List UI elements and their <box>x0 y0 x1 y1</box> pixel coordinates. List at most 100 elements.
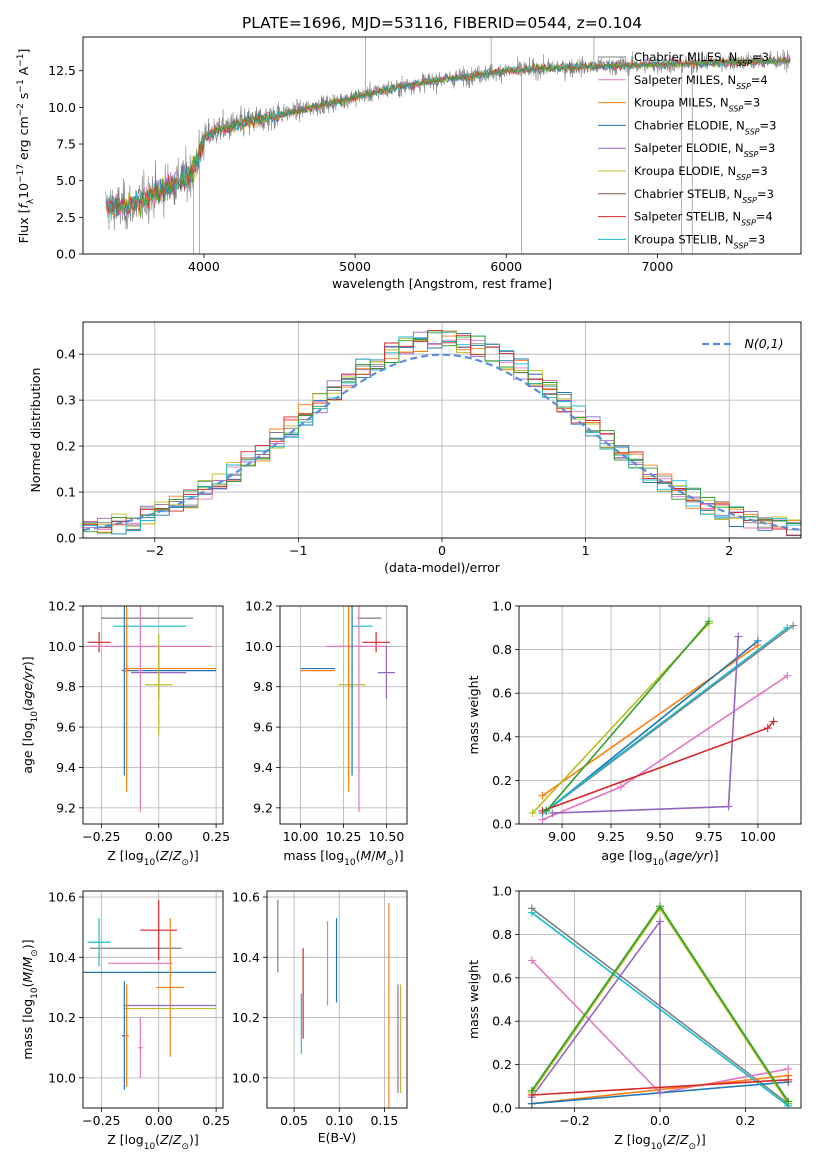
age-vs-mass-ytick-label: 9.6 <box>253 720 273 735</box>
mass-weight-vs-metallicity-ytick-label: 1.0 <box>492 884 512 899</box>
mass-vs-metallicity-xtick-label: 0.25 <box>202 1113 230 1128</box>
data-point <box>302 992 304 995</box>
mass-vs-extinction-plot-area <box>277 900 402 1108</box>
mass-vs-extinction-ytick-label: 10.0 <box>232 1070 260 1085</box>
y-axis-label: mass weight <box>466 675 481 754</box>
mass-weight-series <box>545 620 710 812</box>
data-point <box>126 669 128 672</box>
age-vs-mass-ytick-label: 9.8 <box>253 679 273 694</box>
mass-vs-extinction-panel: 0.05 0.10 0.15 10.0 10.2 10.4 10.6 E(B-V) <box>232 890 408 1145</box>
normal-reference-curve <box>83 353 801 531</box>
data-point <box>135 947 137 949</box>
age-vs-mass-ytick-label: 10.2 <box>245 599 273 614</box>
mass-weight-vs-metallicity-xtick-label: 0.2 <box>736 1113 756 1128</box>
legend-entry: Chabrier STELIB, NSSP=3 <box>634 187 774 205</box>
mass-weight-marker <box>783 671 792 680</box>
mass-vs-extinction-ytick-label: 10.2 <box>232 1010 260 1025</box>
x-axis-label: (data-model)/error <box>384 560 501 575</box>
mass-weight-vs-age-ytick-label: 0.0 <box>492 817 512 832</box>
model-spectrum-line <box>108 57 791 219</box>
data-point <box>375 641 377 643</box>
age-vs-metallicity-ytick-label: 10.0 <box>48 639 76 654</box>
data-point <box>169 669 171 672</box>
spectrum-title: PLATE=1696, MJD=53116, FIBERID=0544, z=0… <box>242 14 642 32</box>
legend-entry: Kroupa MILES, NSSP=3 <box>634 96 760 114</box>
legend-entry: Chabrier MILES, NSSP=3 <box>634 50 769 68</box>
axes-frame <box>82 36 802 255</box>
mass-weight-marker <box>527 1086 536 1095</box>
spectrum-ytick-label: 12.5 <box>48 63 76 78</box>
mass-weight-vs-metallicity-panel: −0.2 0.0 0.2 0.0 0.2 0.4 0.6 0.8 1.0 mass weight Z… <box>466 884 802 1152</box>
data-point <box>169 667 171 670</box>
mass-vs-metallicity-ytick-label: 10.2 <box>48 1010 76 1025</box>
data-point <box>351 669 353 672</box>
data-point <box>139 1047 141 1049</box>
mass-weight-marker <box>656 1088 664 1097</box>
axes-frame <box>518 890 802 1109</box>
mass-weight-vs-metallicity-xtick-label: 0.0 <box>650 1113 670 1128</box>
age-vs-metallicity-xtick-label: 0.25 <box>202 829 230 844</box>
mass-weight-vs-metallicity-ytick-label: 0.8 <box>492 927 512 942</box>
mass-weight-vs-age-xtick-label: 9.00 <box>548 829 576 844</box>
x-axis-label: E(B-V) <box>318 1130 357 1145</box>
mass-weight-marker <box>528 809 537 818</box>
data-point <box>397 1038 399 1040</box>
data-point <box>388 1023 390 1025</box>
data-point <box>400 1038 402 1040</box>
data-point <box>98 641 100 643</box>
residual-histogram-panel: −2 −1 0 1 2 0.0 0.1 0.2 0.3 0.4 N(0,1) (data-model)… <box>28 321 802 575</box>
age-vs-metallicity-xtick-label: 0.00 <box>145 829 173 844</box>
spectrum-xtick-label: 4000 <box>188 259 220 274</box>
mass-weight-marker <box>724 802 733 811</box>
mass-weight-vs-age-plot-area <box>528 617 798 824</box>
age-vs-metallicity-plot-area <box>83 606 217 812</box>
data-point <box>361 625 363 627</box>
x-axis-label: wavelength [Angstrom, rest frame] <box>332 276 552 291</box>
mass-weight-marker <box>616 782 625 791</box>
mass-weight-vs-metallicity-ytick-label: 0.6 <box>492 970 512 985</box>
mass-vs-metallicity-ytick-label: 10.0 <box>48 1070 76 1085</box>
data-point <box>169 1004 171 1007</box>
mass-vs-extinction-ytick-label: 10.4 <box>232 950 260 965</box>
residual-histogram-ytick-label: 0.1 <box>56 485 76 500</box>
data-point <box>277 935 279 937</box>
residual-histogram-ytick-label: 0.0 <box>56 531 76 546</box>
spectrum-ytick-label: 0.0 <box>56 247 76 262</box>
data-point <box>326 962 329 964</box>
mass-weight-vs-age-ytick-label: 0.6 <box>492 686 512 701</box>
legend-entry: Salpeter STELIB, NSSP=4 <box>634 210 773 228</box>
residual-histogram-series <box>83 332 801 534</box>
residual-histogram-xtick-label: −2 <box>146 543 164 558</box>
data-point <box>385 672 388 674</box>
mass-weight-vs-age-ytick-label: 0.4 <box>492 729 512 744</box>
data-point <box>368 617 370 619</box>
axes-frame <box>518 605 802 825</box>
residual-histogram-xtick-label: −1 <box>289 543 307 558</box>
age-vs-metallicity-xtick-label: −0.25 <box>82 829 120 844</box>
mass-vs-metallicity-xtick-label: −0.25 <box>82 1113 120 1128</box>
x-axis-label: mass [log10(M/M⊙)] <box>283 848 403 868</box>
model-spectrum-line <box>108 55 791 215</box>
age-vs-mass-plot-area <box>300 606 395 812</box>
mass-weight-marker <box>548 809 557 818</box>
mass-vs-metallicity-ytick-label: 10.4 <box>48 950 76 965</box>
axes-frame <box>82 321 802 539</box>
data-point <box>158 929 160 931</box>
mass-weight-vs-metallicity-ytick-label: 0.2 <box>492 1057 512 1072</box>
mass-weight-marker <box>704 617 713 626</box>
residual-histogram-plot-area <box>83 330 801 537</box>
data-point <box>358 669 360 672</box>
data-point <box>139 962 141 964</box>
age-vs-metallicity-ytick-label: 9.4 <box>56 760 76 775</box>
mass-weight-vs-age-xtick-label: 10.00 <box>740 829 776 844</box>
spectrum-panel: 4000 5000 6000 7000 0.0 2.5 5.0 7.5 10.0 12.5 Chab… <box>16 36 802 291</box>
y-axis-label: mass weight <box>466 960 481 1039</box>
y-axis-label: age [log10(age/yr)] <box>20 656 40 773</box>
spectrum-ytick-label: 5.0 <box>56 173 76 188</box>
mass-vs-metallicity-xtick-label: 0.00 <box>145 1113 173 1128</box>
mass-vs-extinction-xtick-label: 0.10 <box>325 1113 353 1128</box>
mass-weight-marker <box>753 636 762 645</box>
mass-vs-metallicity-ytick-label: 10.6 <box>48 890 76 905</box>
spectrum-ytick-label: 10.0 <box>48 100 76 115</box>
